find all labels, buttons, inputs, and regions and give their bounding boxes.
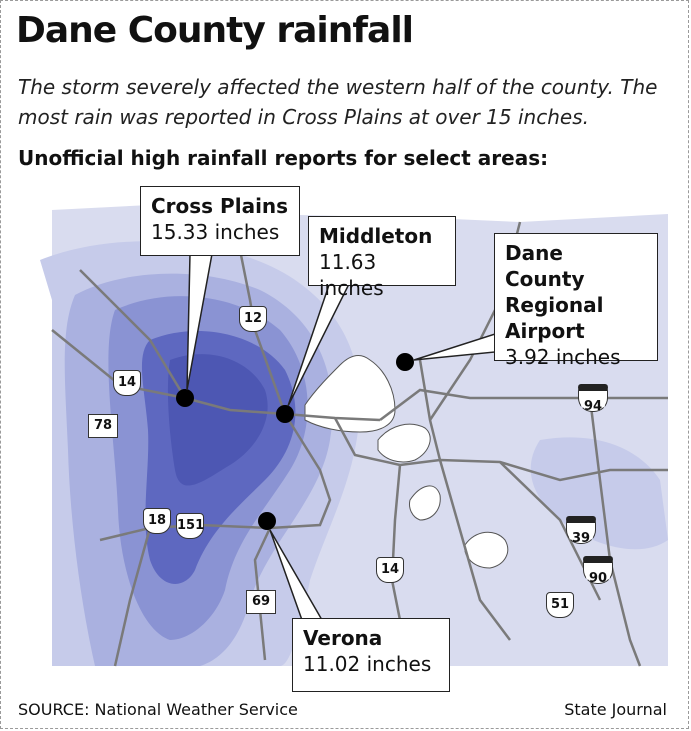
lake-waubesa — [409, 485, 441, 521]
airport-marker — [396, 353, 414, 371]
cross-plains-marker — [176, 389, 194, 407]
airport-label-line-3: Airport — [505, 319, 585, 343]
rain-zone-core — [167, 354, 268, 486]
interstate-39-shield: 39 — [566, 516, 596, 546]
publication-credit: State Journal — [564, 700, 667, 719]
rain-zone-light-east — [530, 437, 668, 550]
us-highway-14-south-shield: 14 — [376, 557, 404, 583]
graphic-subhead: Unofficial high rainfall reports for sel… — [18, 146, 549, 170]
cross-plains-label: Cross Plains — [151, 194, 289, 218]
middleton-marker — [276, 405, 294, 423]
verona-label: Verona — [303, 626, 383, 650]
verona-marker — [258, 512, 276, 530]
source-note: SOURCE: National Weather Service — [18, 700, 298, 719]
middleton-callout: Middleton 11.63 inches — [308, 216, 456, 300]
graphic-subtitle: The storm severely affected the western … — [18, 75, 658, 129]
interstate-94-shield: 94 — [578, 384, 608, 414]
state-highway-18-shield: 18 — [143, 508, 171, 534]
airport-label-line-1: Dane County — [505, 241, 585, 291]
us-highway-12-shield: 12 — [239, 306, 267, 332]
graphic-title: Dane County rainfall — [16, 10, 414, 51]
airport-label-line-2: Regional — [505, 293, 604, 317]
us-highway-14-shield: 14 — [113, 370, 141, 396]
airport-callout: Dane County Regional Airport 3.92 inches — [494, 233, 658, 369]
airport-value: 3.92 inches — [505, 345, 621, 369]
middleton-value: 11.63 inches — [319, 250, 384, 300]
state-highway-69-shield: 69 — [246, 590, 276, 614]
verona-value: 11.02 inches — [303, 652, 432, 676]
us-highway-151-shield: 151 — [176, 513, 204, 539]
state-highway-78-shield: 78 — [88, 414, 118, 438]
middleton-label: Middleton — [319, 224, 433, 248]
cross-plains-value: 15.33 inches — [151, 220, 280, 244]
verona-callout: Verona 11.02 inches — [292, 618, 450, 692]
lake-mendota — [304, 354, 396, 433]
cross-plains-callout: Cross Plains 15.33 inches — [140, 186, 300, 256]
highway-51-shield: 51 — [546, 592, 574, 618]
lake-kegonsa — [464, 531, 509, 569]
lake-monona — [377, 423, 431, 463]
interstate-90-shield: 90 — [583, 556, 613, 586]
